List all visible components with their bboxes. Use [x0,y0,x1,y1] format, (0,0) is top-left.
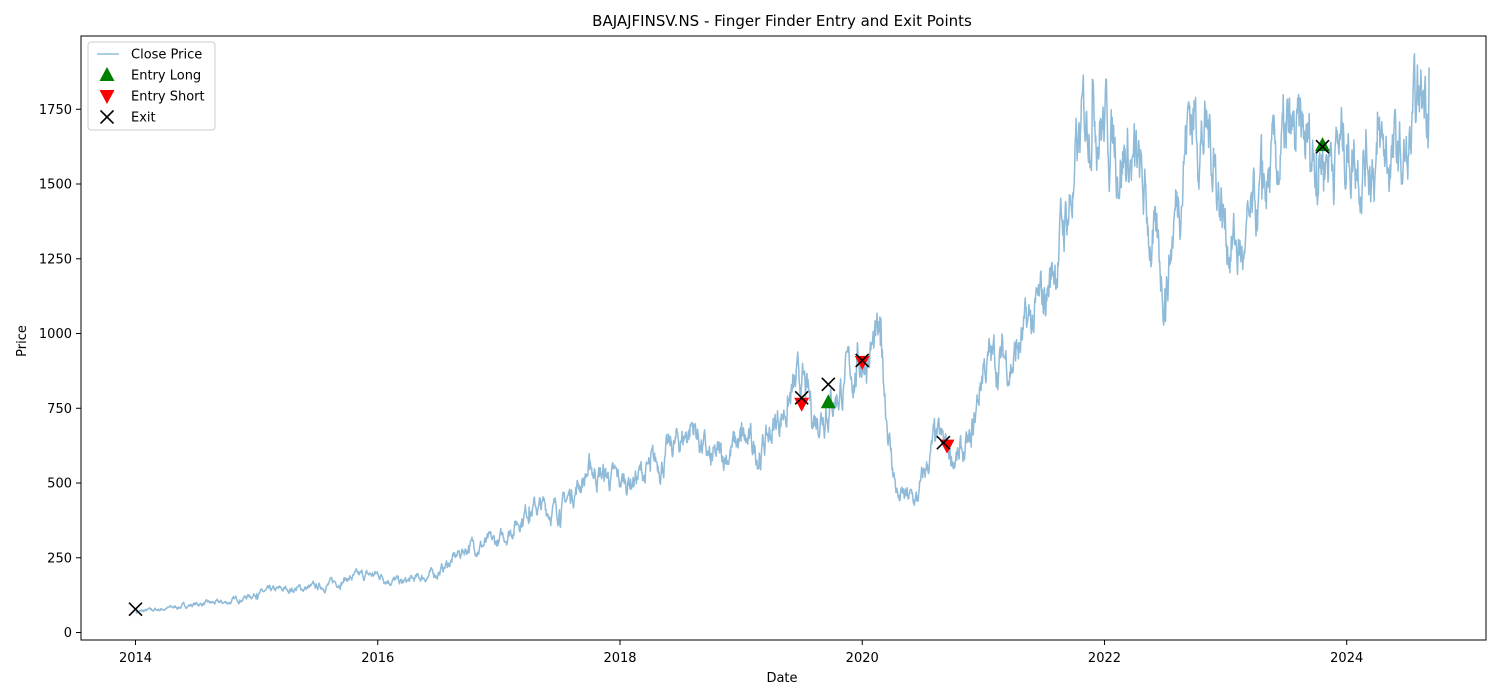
plot-frame [80,35,1487,641]
entry-long-marker [820,394,836,409]
y-tick-label: 1250 [39,252,72,267]
x-axis: 2014 2016 2018 2020 2022 2024 [119,640,1363,666]
chart-title: BAJAJFINSV.NS - Finger Finder Entry and … [592,12,972,30]
x-tick-label: 2022 [1088,651,1121,666]
exit-marker-stroke [855,353,870,368]
legend-box [87,41,216,131]
entry-short-marker [794,397,810,412]
exit-marker-stroke [821,377,836,392]
exit-marker [936,435,951,450]
exit-marker [821,377,836,392]
legend-label: Exit [131,111,156,126]
x-tick-label: 2016 [361,651,394,666]
y-tick-label: 750 [47,402,72,417]
x-tick-label: 2024 [1330,651,1363,666]
legend-swatch-entry-long [99,67,115,81]
plot-area [128,53,1430,617]
legend: Close Price Entry Long Entry Short Exit [87,41,216,131]
exit-marker [1315,139,1330,154]
y-tick-label: 0 [64,626,72,641]
x-tick-label: 2018 [603,651,636,666]
y-tick-label: 250 [47,551,72,566]
entry-short-marker [854,355,870,370]
exit-marker-stroke [99,109,115,125]
exit-marker [794,390,809,405]
close-price-line [135,53,1430,614]
y-axis: 0 250 500 750 1000 1250 1500 1750 [39,103,81,641]
y-tick-label: 1500 [39,178,72,193]
exit-marker [128,602,143,617]
x-tick-label: 2014 [119,651,152,666]
y-axis-title: Price [15,325,30,357]
y-tick-label: 1000 [39,327,72,342]
legend-swatch-entry-short [99,90,115,104]
legend-label: Entry Short [131,90,205,105]
exit-marker [855,353,870,368]
x-axis-title: Date [766,671,797,686]
exit-marker-stroke [936,435,951,450]
y-tick-label: 1750 [39,103,72,118]
exit-marker-stroke [128,602,143,617]
entry-long-marker [1314,137,1330,152]
exit-marker-stroke [794,390,809,405]
legend-swatch-exit [99,109,115,125]
exit-marker-stroke [1315,139,1330,154]
legend-label: Entry Long [131,69,201,84]
legend-label: Close Price [131,48,202,63]
x-tick-label: 2020 [846,651,879,666]
y-tick-label: 500 [47,477,72,492]
